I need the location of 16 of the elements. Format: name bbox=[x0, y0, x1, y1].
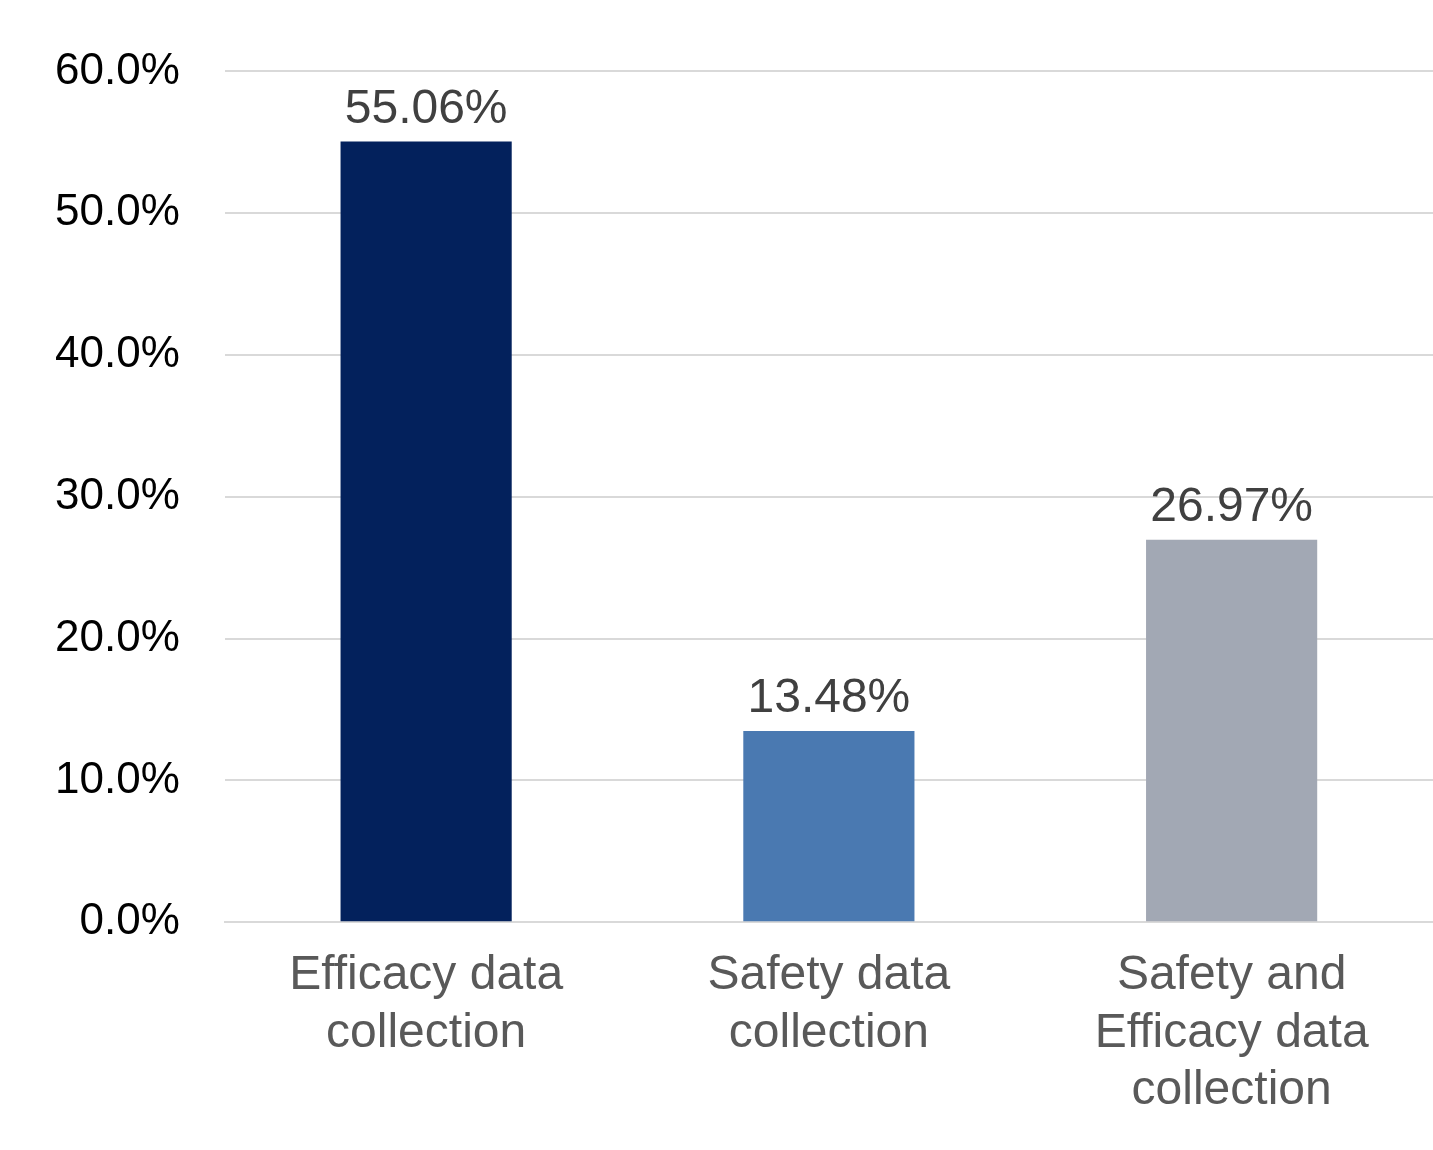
y-tick-label: 0.0% bbox=[79, 894, 180, 944]
x-tick-label: Efficacy data collection bbox=[289, 946, 564, 1057]
y-tick-label: 60.0% bbox=[54, 43, 180, 93]
bar bbox=[340, 141, 512, 922]
y-tick-label: 20.0% bbox=[54, 610, 180, 660]
x-tick-label: Safety and Efficacy data collection bbox=[1094, 946, 1369, 1115]
data-label: 13.48% bbox=[747, 669, 911, 723]
bar bbox=[743, 731, 915, 922]
data-label: 26.97% bbox=[1150, 478, 1314, 531]
y-tick-label: 10.0% bbox=[54, 752, 180, 802]
bar bbox=[1146, 539, 1318, 922]
y-tick-label: 40.0% bbox=[54, 327, 180, 377]
y-tick-label: 50.0% bbox=[54, 185, 180, 235]
y-tick-label: 30.0% bbox=[54, 468, 180, 518]
x-tick-label: Safety data collection bbox=[707, 946, 951, 1057]
data-label: 55.06% bbox=[344, 79, 508, 133]
